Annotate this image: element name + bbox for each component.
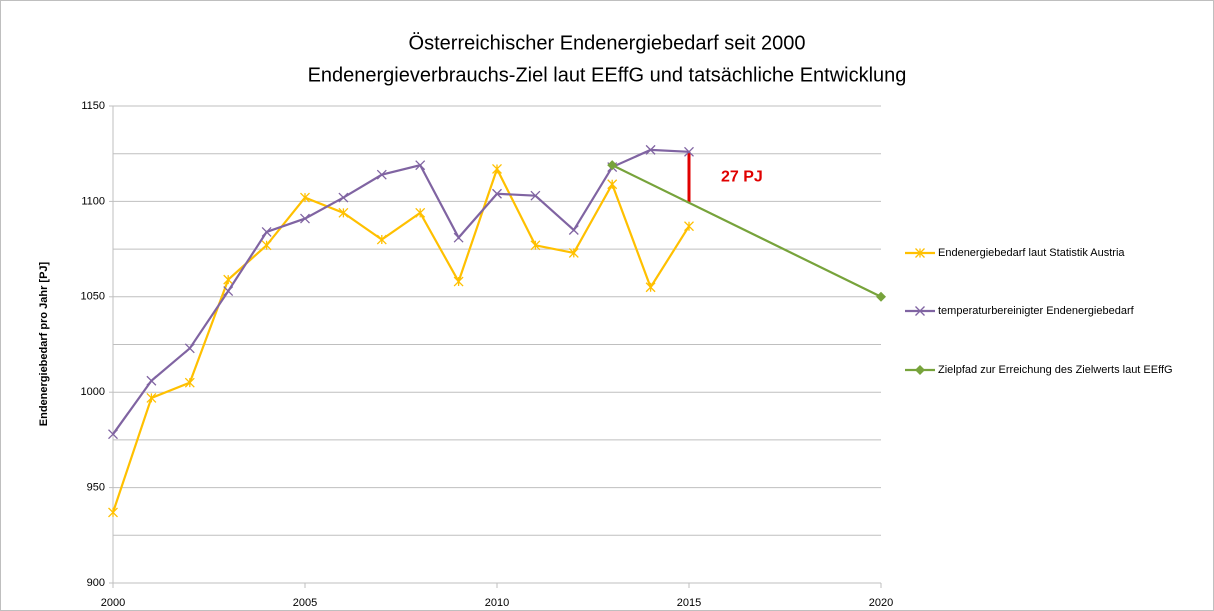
- point: [376, 234, 387, 245]
- point: [492, 188, 502, 199]
- point: [223, 274, 234, 285]
- point: [492, 164, 502, 174]
- x-tick-label: 2015: [677, 597, 701, 609]
- point: [415, 207, 426, 218]
- x-tick-label: 2000: [101, 597, 125, 609]
- point: [568, 247, 579, 258]
- point: [184, 377, 195, 388]
- y-tick-label: 950: [87, 482, 105, 494]
- point: [108, 429, 118, 440]
- point: [261, 226, 272, 237]
- chart-subtitle: Endenergieverbrauchs-Ziel laut EEffG und…: [308, 64, 907, 86]
- point: [300, 213, 310, 224]
- point: [146, 392, 157, 403]
- series-line: [112, 148, 690, 435]
- point: [184, 343, 195, 354]
- y-tick-label: 900: [87, 577, 105, 589]
- point: [568, 225, 579, 235]
- point: [338, 192, 349, 203]
- point: [300, 192, 310, 203]
- legend-label: Zielpfad zur Erreichung des Zielwerts la…: [938, 364, 1173, 376]
- y-tick-label: 1000: [81, 386, 105, 398]
- legend-label: temperaturbereinigter Endenergiebedarf: [938, 305, 1135, 317]
- point: [415, 160, 426, 171]
- y-tick-label: 1100: [81, 195, 105, 207]
- legend-label: Endenergiebedarf laut Statistik Austria: [938, 247, 1125, 259]
- point: [108, 507, 118, 518]
- legend-marker: [915, 365, 925, 375]
- point: [338, 207, 349, 218]
- annotation: 27 PJ: [721, 168, 763, 185]
- point: [376, 169, 387, 180]
- y-tick-label: 1150: [81, 100, 105, 112]
- chart-title: Österreichischer Endenergiebedarf seit 2…: [409, 32, 806, 54]
- point: [453, 232, 464, 243]
- point: [453, 276, 464, 287]
- series-line: [111, 166, 690, 513]
- point: [645, 144, 656, 155]
- point: [684, 146, 694, 157]
- x-tick-label: 2020: [869, 597, 893, 609]
- legend-marker: [915, 306, 925, 316]
- point: [607, 179, 618, 190]
- point: [530, 190, 541, 201]
- point: [530, 240, 541, 251]
- series-line: [611, 164, 882, 298]
- point: [684, 221, 694, 232]
- x-tick-label: 2010: [485, 597, 509, 609]
- point: [876, 291, 886, 302]
- y-tick-label: 1050: [81, 291, 105, 303]
- y-axis-label: Endenergiebedarf pro Jahr [PJ]: [38, 261, 50, 426]
- point: [261, 240, 272, 251]
- point: [146, 375, 157, 386]
- point: [645, 282, 656, 293]
- point: [607, 160, 618, 171]
- legend-marker: [915, 248, 925, 258]
- x-tick-label: 2005: [293, 597, 317, 609]
- point: [223, 286, 234, 297]
